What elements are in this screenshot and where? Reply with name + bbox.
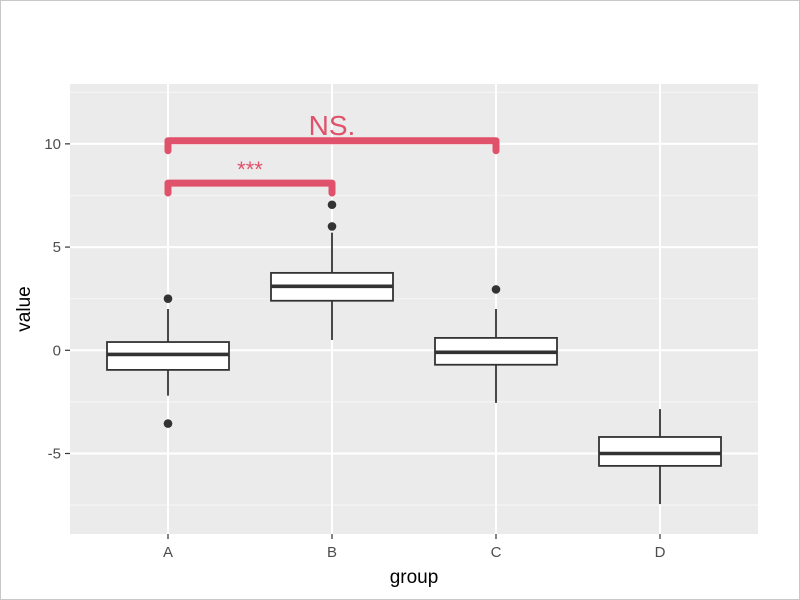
box-iqr xyxy=(598,436,722,467)
y-tick-label: 5 xyxy=(53,239,61,256)
significance-label: *** xyxy=(237,157,263,182)
outlier-point xyxy=(327,200,337,210)
minor-gridlines xyxy=(70,91,758,506)
outlier-point xyxy=(163,294,173,303)
bracket-line xyxy=(164,179,336,197)
y-tick-label: -5 xyxy=(48,445,61,462)
significance-annotations: *** NS. xyxy=(164,110,500,197)
outlier-point xyxy=(327,222,337,231)
box-group-c xyxy=(434,285,558,403)
comparison-bracket: NS. xyxy=(164,110,500,155)
outlier-point xyxy=(491,285,501,294)
bracket-line xyxy=(164,137,500,155)
box-series xyxy=(106,200,722,505)
box-group-b xyxy=(270,200,394,340)
comparison-bracket: *** xyxy=(164,157,336,197)
significance-label: NS. xyxy=(309,110,356,141)
x-axis: A B C D xyxy=(163,534,666,561)
x-axis-title: group xyxy=(390,567,439,588)
y-tick-label: 10 xyxy=(44,136,61,153)
outlier-point xyxy=(163,419,173,428)
y-tick-label: 0 xyxy=(53,342,61,359)
x-tick-label: A xyxy=(163,544,173,561)
box-group-d xyxy=(598,409,722,505)
x-tick-label: B xyxy=(327,544,337,561)
y-axis: -5 0 5 10 xyxy=(44,136,70,462)
box-group-a xyxy=(106,294,230,428)
y-axis-title: value xyxy=(14,286,35,331)
x-tick-label: D xyxy=(655,544,666,561)
x-tick-label: C xyxy=(491,544,502,561)
